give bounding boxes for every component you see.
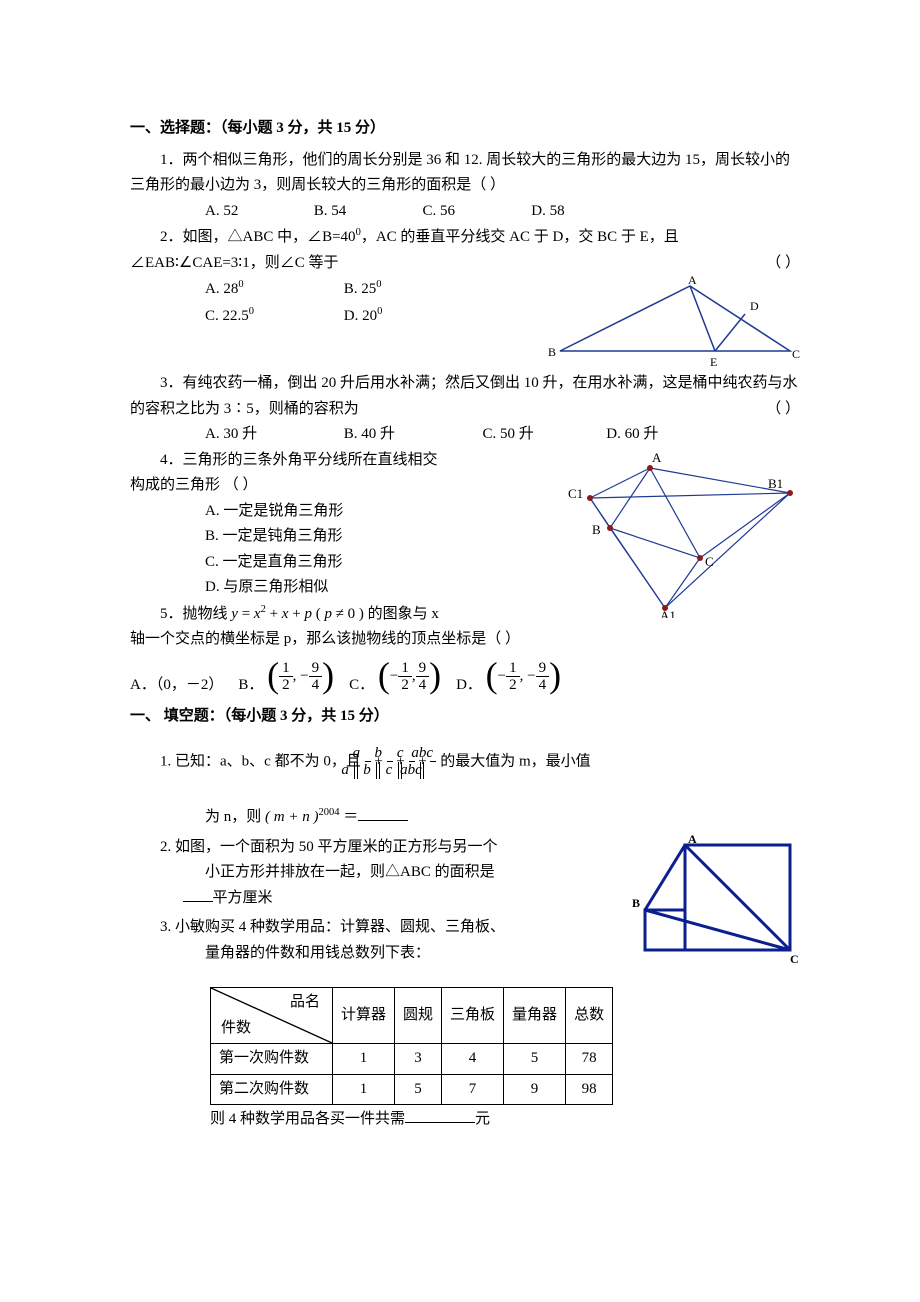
q1-optC: C. 56 xyxy=(423,199,528,225)
q1-optA: A. 52 xyxy=(205,199,310,225)
q5-opts: A．（0，－2） B． ( 12 , − 94 ) C． ( −12 , 94 … xyxy=(130,659,800,699)
col-3: 量角器 xyxy=(504,988,566,1044)
q3-opts: A. 30 升 B. 40 升 C. 50 升 D. 60 升 xyxy=(130,422,800,448)
table-diag-head: 品名 件数 xyxy=(211,988,333,1044)
q3-tail: 则 4 种数学用品各买一件共需元 xyxy=(130,1107,800,1133)
q4-optC: C. 一定是直角三角形 xyxy=(130,550,540,576)
fill-q1: 1. 已知：a、b、c 都不为 0，且 aa + bb + cc + abcab… xyxy=(183,745,801,831)
q4-optB: B. 一定是钝角三角形 xyxy=(130,524,540,550)
svg-text:C: C xyxy=(790,952,799,965)
col-1: 圆规 xyxy=(395,988,442,1044)
q2-figure: A B C D E xyxy=(540,276,800,371)
q4-row: 4．三角形的三条外角平分线所在直线相交 构成的三角形 （ ） A. 一定是锐角三… xyxy=(130,448,800,628)
blank-1 xyxy=(358,805,408,821)
svg-text:C: C xyxy=(705,554,714,569)
q2-optC: C. 22.50 xyxy=(205,303,340,330)
q5-stem-line2: 轴一个交点的横坐标是 p，那么该抛物线的顶点坐标是（ ） xyxy=(130,627,800,653)
q5-B: B． ( 12 , − 94 ) xyxy=(238,677,337,693)
q4-stem1: 4．三角形的三条外角平分线所在直线相交 xyxy=(130,448,540,474)
q3-optD: D. 60 升 xyxy=(606,422,711,448)
blank-3 xyxy=(405,1107,475,1123)
col-2: 三角板 xyxy=(442,988,504,1044)
section2-title: 一、 填空题：（每小题 3 分，共 15 分） xyxy=(130,704,800,730)
q3-table: 品名 件数 计算器 圆规 三角板 量角器 总数 第一次购件数 1 3 4 5 7… xyxy=(210,987,613,1105)
q4-stem2: 构成的三角形 （ ） xyxy=(130,473,540,499)
q2-stem: 2．如图，△ABC 中，∠B=400，AC 的垂直平分线交 AC 于 D，交 B… xyxy=(130,224,800,276)
q2-optD: D. 200 xyxy=(344,303,383,330)
q2-optA: A. 280 xyxy=(205,276,340,303)
q3-stem: 3．有纯农药一桶，倒出 20 升后用水补满；然后又倒出 10 升，在用水补满，这… xyxy=(130,371,800,422)
col-4: 总数 xyxy=(566,988,613,1044)
svg-text:A1: A1 xyxy=(660,608,676,618)
q2-lblB: B xyxy=(548,345,556,359)
fill-q2: A B C 2. 如图，一个面积为 50 平方厘米的正方形与另一个 小正方形并排… xyxy=(183,835,801,912)
q2-row: A. 280 B. 250 C. 22.50 D. 200 A B C D E xyxy=(130,276,800,371)
svg-text:B: B xyxy=(592,522,601,537)
section1-title: 一、选择题：（每小题 3 分，共 15 分） xyxy=(130,116,800,142)
q2-lblC: C xyxy=(792,347,800,361)
q3-optA: A. 30 升 xyxy=(205,422,340,448)
q4-optD: D. 与原三角形相似 xyxy=(130,575,540,601)
q1-optD: D. 58 xyxy=(531,199,636,225)
q2-lblE: E xyxy=(710,355,717,369)
q5-A: A．（0，－2） xyxy=(130,677,223,693)
q1-stem: 1．两个相似三角形，他们的周长分别是 36 和 12. 周长较大的三角形的最大边… xyxy=(130,148,800,199)
blank-2 xyxy=(183,886,213,902)
q5-D: D． ( −12 , − 94 ) xyxy=(456,677,561,693)
q1-optB: B. 54 xyxy=(314,199,419,225)
svg-text:B1: B1 xyxy=(768,476,783,491)
q2-paren: （ ） xyxy=(736,251,800,277)
q1-opts: A. 52 B. 54 C. 56 D. 58 xyxy=(130,199,800,225)
svg-text:B: B xyxy=(632,896,640,910)
q3-paren: （ ） xyxy=(736,397,800,423)
svg-text:C1: C1 xyxy=(568,486,583,501)
svg-text:A: A xyxy=(688,835,697,846)
q2-stem-a: 2．如图，△ABC 中，∠B=40 xyxy=(160,229,356,245)
q3-optB: B. 40 升 xyxy=(344,422,479,448)
q3-optC: C. 50 升 xyxy=(483,422,603,448)
q4-optA: A. 一定是锐角三角形 xyxy=(130,499,540,525)
q4-figure: A B C A1 B1 C1 xyxy=(550,448,800,618)
q2-optB: B. 250 xyxy=(344,276,382,303)
table-row: 第二次购件数 1 5 7 9 98 xyxy=(211,1074,613,1105)
q2-lblD: D xyxy=(750,299,759,313)
table-row: 第一次购件数 1 3 4 5 78 xyxy=(211,1044,613,1075)
col-0: 计算器 xyxy=(333,988,395,1044)
q2-lblA: A xyxy=(688,276,697,287)
q5-stem-line1: 5．抛物线 y = x2 + x + p ( p ≠ 0 ) 的图象与 x xyxy=(130,601,540,628)
fill-q2-figure: A B C xyxy=(630,835,800,965)
svg-text:A: A xyxy=(652,450,662,465)
q5-C: C． ( −12 , 94 ) xyxy=(349,677,445,693)
